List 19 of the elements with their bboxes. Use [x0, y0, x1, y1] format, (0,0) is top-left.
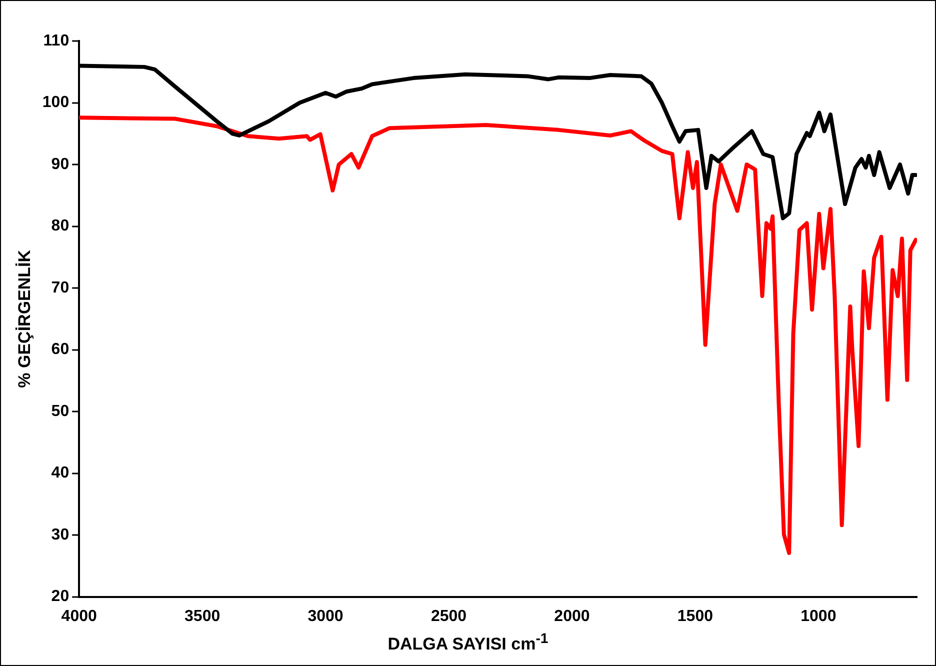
y-tick-label: 50 [51, 402, 70, 420]
y-tick-label: 110 [43, 32, 70, 50]
y-tick-label: 60 [51, 341, 70, 358]
y-tick-label: 40 [51, 464, 70, 482]
x-tick-label: 2500 [430, 608, 467, 625]
x-axis-title: DALGA SAYISI cm$^{-1}$ [386, 631, 550, 655]
x-tick-label: 2000 [554, 608, 590, 625]
y-tick-label: 80 [51, 218, 70, 235]
y-tick-label: 100 [42, 94, 70, 112]
x-tick-label: 3000 [308, 608, 344, 625]
y-tick-label: 70 [51, 279, 70, 296]
y-axis-title: % GEÇİRGENLİK [14, 249, 34, 388]
x-tick-label: 1000 [800, 608, 836, 625]
y-tick-label: 90 [51, 156, 70, 173]
y-tick-label: 30 [51, 526, 70, 544]
x-tick-label: 1500 [677, 608, 714, 625]
x-tick-label: 4000 [61, 608, 97, 625]
y-tick-label: 20 [51, 588, 70, 606]
x-tick-label: 3500 [184, 608, 220, 625]
